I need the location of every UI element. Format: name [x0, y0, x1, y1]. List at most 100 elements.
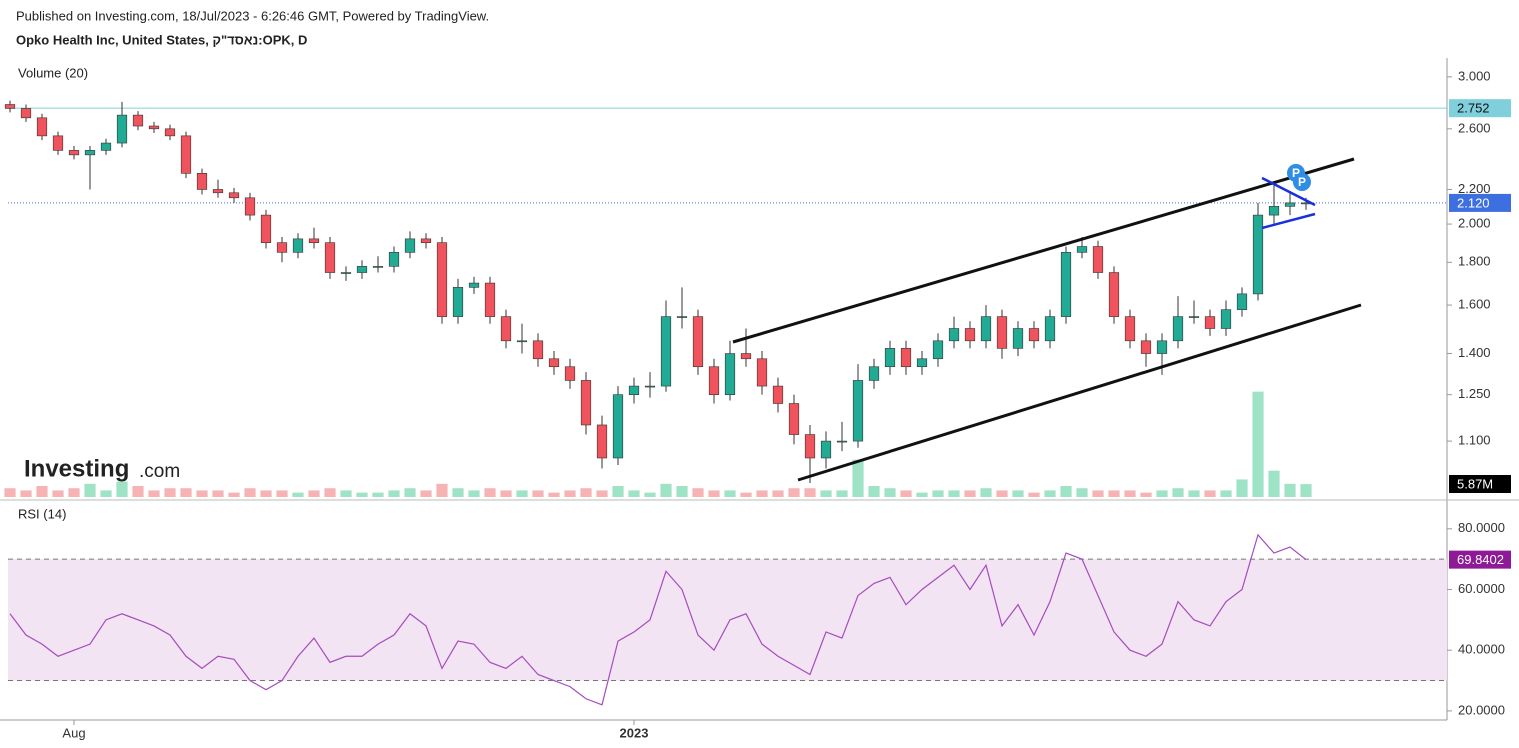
- triangle-upper: [1261, 176, 1316, 207]
- volume-bar: [1012, 490, 1024, 497]
- volume-bar: [132, 486, 144, 497]
- volume-bar: [516, 490, 528, 497]
- volume-bar: [724, 490, 736, 497]
- candle-body: [436, 242, 448, 317]
- volume-bar: [1268, 470, 1280, 497]
- candle-body: [676, 316, 688, 318]
- high-line-label-box: [1449, 99, 1511, 118]
- candle-body: [132, 114, 144, 127]
- candle-body: [916, 358, 928, 368]
- volume-bar: [1108, 490, 1120, 497]
- volume-bar: [932, 490, 944, 497]
- candle-body: [196, 173, 208, 190]
- candle-body: [884, 348, 896, 368]
- volume-bar: [628, 490, 640, 497]
- candle-body: [308, 238, 320, 243]
- volume-bar: [484, 488, 496, 497]
- candle-body: [484, 282, 496, 317]
- volume-bar: [884, 488, 896, 497]
- volume-bar: [1300, 484, 1312, 497]
- y-tick-label: 1.250: [1458, 386, 1491, 401]
- volume-bar: [4, 488, 16, 497]
- volume-bar: [1124, 490, 1136, 497]
- candle-body: [980, 316, 992, 342]
- volume-bar: [612, 486, 624, 497]
- y-tick-label: 1.100: [1458, 433, 1491, 448]
- candle-body: [1076, 246, 1088, 253]
- candle-body: [212, 189, 224, 194]
- marker-icon: [1293, 173, 1311, 191]
- candle-body: [100, 142, 112, 151]
- candle-body: [964, 328, 976, 342]
- volume-bar: [84, 483, 96, 497]
- volume-bar: [1028, 492, 1040, 497]
- y-tick-label: 2.600: [1458, 120, 1491, 135]
- candle-body: [292, 238, 304, 253]
- triangle-lower: [1261, 212, 1316, 230]
- candle-body: [1252, 214, 1264, 295]
- rsi-band: [8, 559, 1447, 681]
- volume-bar: [1092, 490, 1104, 497]
- volume-bar: [596, 490, 608, 497]
- candle-body: [1060, 252, 1072, 317]
- y-tick-label: 3.000: [1458, 68, 1491, 83]
- marker-label: P: [1298, 175, 1306, 189]
- candle-body: [1220, 309, 1232, 329]
- candle-body: [756, 358, 768, 387]
- logo: Investing: [24, 455, 129, 482]
- volume-bar: [100, 490, 112, 497]
- candle-body: [548, 358, 560, 368]
- candle-body: [1044, 316, 1056, 342]
- volume-last-label: 5.87M: [1457, 476, 1493, 491]
- candle-body: [724, 353, 736, 395]
- volume-bar: [20, 490, 32, 497]
- candle-body: [1108, 272, 1120, 317]
- candle-body: [52, 135, 64, 151]
- candle-body: [452, 287, 464, 317]
- volume-bar: [436, 483, 448, 497]
- candle-body: [1172, 316, 1184, 342]
- volume-bar: [116, 481, 128, 497]
- volume-bar: [228, 492, 240, 497]
- candle-body: [1012, 328, 1024, 349]
- candle-body: [772, 385, 784, 404]
- candle-body: [1140, 340, 1152, 354]
- volume-bar: [1156, 490, 1168, 497]
- candle-body: [612, 394, 624, 459]
- volume-bar: [820, 490, 832, 497]
- candle-body: [36, 117, 48, 137]
- candle-body: [788, 403, 800, 435]
- candle-body: [1236, 293, 1248, 310]
- candle-body: [4, 104, 16, 109]
- candle-body: [900, 348, 912, 368]
- candle-body: [244, 197, 256, 216]
- volume-bar: [980, 488, 992, 497]
- x-tick-label: Aug: [62, 725, 85, 740]
- candle-body: [388, 252, 400, 267]
- volume-bar: [948, 490, 960, 497]
- candle-body: [372, 266, 384, 268]
- candle-body: [356, 266, 368, 273]
- y-tick-label: 2.200: [1458, 181, 1491, 196]
- candle-body: [852, 380, 864, 442]
- volume-bar: [340, 490, 352, 497]
- volume-bar: [788, 488, 800, 497]
- volume-bar: [1204, 490, 1216, 497]
- candle-body: [1092, 246, 1104, 273]
- channel-upper: [732, 157, 1355, 344]
- candle-body: [420, 238, 432, 243]
- candle-body: [116, 114, 128, 144]
- volume-bar: [180, 488, 192, 497]
- last-price-label-box: [1449, 193, 1511, 212]
- volume-bar: [468, 490, 480, 497]
- candle-body: [596, 424, 608, 459]
- candle-body: [804, 434, 816, 459]
- rsi-tick-label: 20.0000: [1458, 702, 1505, 717]
- y-tick-label: 2.000: [1458, 215, 1491, 230]
- candle-body: [1028, 328, 1040, 342]
- volume-bar: [772, 490, 784, 497]
- last-price-label: 2.120: [1457, 195, 1490, 210]
- volume-bar: [1076, 488, 1088, 497]
- candle-body: [660, 316, 672, 387]
- candle-body: [404, 238, 416, 253]
